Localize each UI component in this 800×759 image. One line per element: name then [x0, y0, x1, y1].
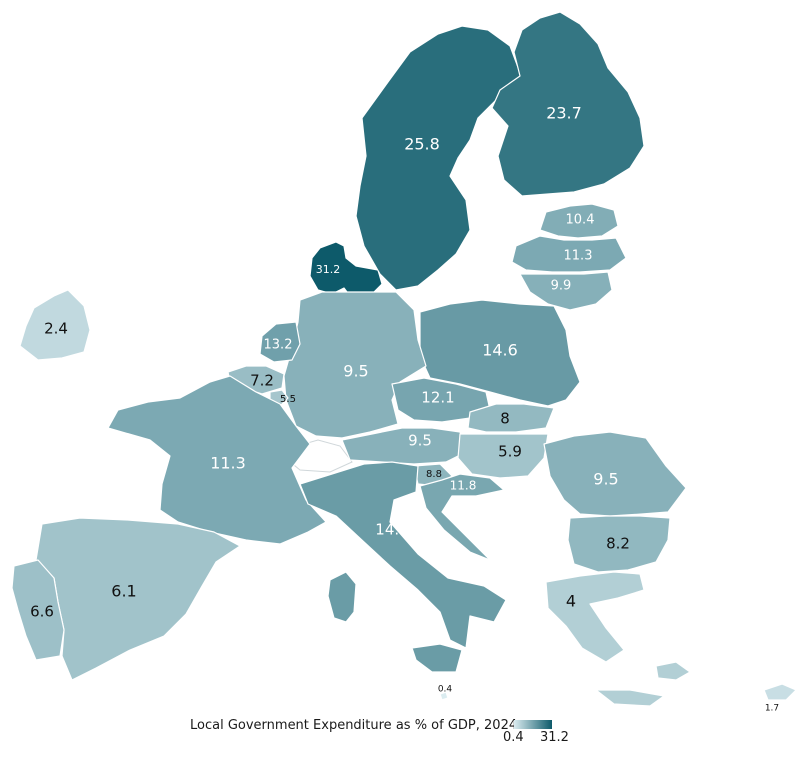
- region-pt[interactable]: [11, 559, 65, 661]
- region-nl[interactable]: [259, 321, 301, 363]
- region-es[interactable]: [35, 517, 241, 681]
- label-nl: 13.2: [264, 338, 293, 353]
- legend-min-label: 0.4: [503, 730, 524, 745]
- region-gr-crete[interactable]: [595, 689, 665, 707]
- region-gr[interactable]: [545, 571, 645, 663]
- label-at: 9.5: [408, 432, 432, 450]
- region-hu[interactable]: [457, 433, 549, 479]
- label-lu: 5.5: [280, 394, 296, 405]
- label-ro: 9.5: [593, 470, 618, 489]
- legend-max-label: 31.2: [540, 730, 569, 745]
- region-fr[interactable]: [107, 375, 327, 545]
- label-se: 25.8: [404, 135, 440, 154]
- region-pl[interactable]: [419, 299, 581, 407]
- label-be: 7.2: [250, 372, 274, 390]
- region-se[interactable]: [355, 25, 523, 291]
- label-de: 9.5: [343, 362, 368, 381]
- label-mt: 0.4: [438, 685, 453, 695]
- label-si: 8.8: [426, 469, 442, 480]
- region-gr-islands[interactable]: [655, 661, 691, 681]
- label-dk: 31.2: [316, 263, 341, 276]
- label-cz: 12.1: [421, 389, 454, 407]
- label-bg: 8.2: [606, 535, 630, 553]
- region-mt[interactable]: [439, 691, 449, 701]
- region-hr[interactable]: [419, 473, 505, 561]
- region-lv[interactable]: [511, 235, 627, 273]
- label-cy: 1.7: [765, 704, 779, 714]
- region-ee[interactable]: [539, 203, 619, 239]
- region-fi[interactable]: [491, 11, 645, 197]
- label-fi: 23.7: [546, 104, 582, 123]
- label-sk: 8: [500, 410, 510, 428]
- label-es: 6.1: [111, 582, 136, 601]
- region-ie[interactable]: [19, 289, 91, 361]
- label-lv: 11.3: [564, 249, 593, 264]
- label-ee: 10.4: [566, 213, 595, 228]
- region-it[interactable]: [299, 461, 507, 649]
- region-bg[interactable]: [567, 515, 671, 573]
- region-it-sicily[interactable]: [411, 643, 463, 673]
- region-sk[interactable]: [467, 403, 555, 433]
- label-it: 14.3: [375, 521, 408, 539]
- label-gr: 4: [566, 592, 576, 611]
- label-hr: 11.8: [450, 479, 477, 493]
- region-cy[interactable]: [763, 683, 797, 701]
- region-de[interactable]: [283, 291, 427, 439]
- label-hu: 5.9: [498, 443, 522, 461]
- label-pl: 14.6: [482, 341, 518, 360]
- legend-color-bar: [514, 720, 552, 729]
- region-ro[interactable]: [543, 431, 687, 517]
- legend-title: Local Government Expenditure as % of GDP…: [190, 718, 518, 733]
- region-lt[interactable]: [519, 271, 613, 311]
- region-dk[interactable]: [309, 241, 383, 297]
- label-fr: 11.3: [210, 454, 246, 473]
- label-lt: 9.9: [551, 279, 572, 294]
- region-it-sardinia[interactable]: [327, 571, 357, 623]
- label-ie: 2.4: [44, 320, 68, 338]
- label-pt: 6.6: [30, 603, 54, 621]
